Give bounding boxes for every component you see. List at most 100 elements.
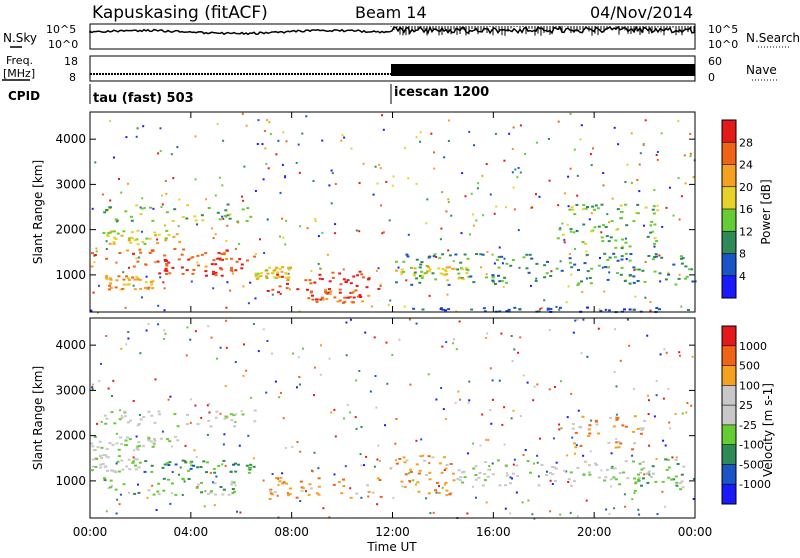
region-point	[273, 491, 277, 494]
region-point	[504, 484, 507, 487]
scatter-point	[605, 508, 608, 511]
colorbar-segment	[722, 142, 736, 165]
scatter-point	[531, 206, 534, 209]
region-point	[222, 253, 226, 256]
region-point	[229, 257, 233, 260]
region-point	[534, 279, 538, 282]
region-point	[633, 477, 637, 480]
scatter-point	[589, 153, 592, 156]
scatter-point	[141, 197, 144, 200]
scatter-point	[184, 460, 187, 463]
region-point	[525, 253, 529, 256]
scatter-point	[472, 224, 475, 227]
region-point	[274, 477, 278, 479]
region-point	[114, 488, 118, 491]
scatter-point	[299, 500, 302, 502]
scatter-point	[125, 343, 128, 346]
region-point	[172, 235, 176, 238]
scatter-point	[285, 219, 288, 222]
freq-label-line1: Freq.	[6, 54, 33, 67]
scatter-point	[146, 496, 149, 499]
region-point	[273, 269, 277, 272]
region-point	[113, 422, 117, 425]
scatter-point	[164, 224, 167, 227]
scatter-point	[147, 323, 150, 326]
region-point	[472, 281, 476, 284]
region-point	[503, 276, 507, 279]
region-point	[573, 263, 577, 266]
region-point	[192, 269, 196, 271]
region-point	[619, 442, 623, 445]
colorbar-tick-label: 20	[739, 181, 753, 194]
scatter-point	[377, 444, 380, 447]
scatter-point	[668, 421, 671, 424]
scatter-point	[653, 415, 656, 418]
region-point	[667, 273, 671, 276]
region-point	[570, 266, 574, 269]
scatter-point	[241, 112, 244, 115]
region-point	[104, 276, 108, 279]
scatter-point	[458, 320, 461, 323]
y-tick-label: 4000	[55, 132, 86, 146]
region-point	[420, 270, 424, 273]
region-point	[637, 476, 641, 479]
region-point	[284, 276, 288, 279]
region-point	[93, 254, 97, 257]
region-point	[445, 464, 449, 466]
region-point	[636, 280, 640, 282]
scatter-point	[382, 128, 385, 131]
region-point	[687, 309, 690, 311]
region-point	[402, 270, 406, 273]
region-point	[157, 410, 161, 413]
scatter-point	[277, 477, 279, 480]
scatter-point	[485, 337, 488, 339]
scatter-point	[639, 152, 642, 155]
scatter-point	[588, 218, 591, 221]
region-point	[654, 480, 658, 483]
region-point	[582, 223, 586, 226]
region-point	[133, 492, 137, 495]
region-point	[461, 481, 465, 484]
region-point	[109, 282, 113, 285]
region-point	[569, 261, 572, 264]
scatter-point	[98, 380, 101, 383]
region-point	[175, 233, 179, 236]
scatter-point	[252, 457, 255, 460]
scatter-point	[489, 367, 492, 370]
scatter-point	[190, 280, 193, 283]
scatter-point	[255, 253, 258, 255]
region-point	[355, 284, 359, 287]
freq-tick-top: 18	[64, 55, 78, 68]
scatter-point	[118, 178, 120, 180]
region-point	[445, 273, 449, 276]
region-point	[107, 487, 111, 489]
region-point	[285, 482, 289, 485]
scatter-point	[395, 459, 397, 462]
region-point	[652, 205, 656, 208]
scatter-point	[647, 394, 649, 397]
y-tick-label: 3000	[55, 177, 86, 191]
region-point	[674, 283, 678, 286]
scatter-point	[381, 232, 384, 235]
region-point	[325, 298, 329, 300]
region-point	[324, 292, 328, 295]
region-point	[173, 413, 177, 416]
region-point	[594, 419, 598, 422]
region-point	[285, 273, 289, 275]
x-tick-label: 00:00	[73, 525, 108, 539]
region-point	[324, 290, 327, 293]
region-point	[222, 459, 226, 462]
region-point	[104, 454, 108, 457]
scatter-point	[518, 266, 521, 269]
region-point	[428, 478, 432, 481]
region-point	[582, 472, 586, 475]
scatter-point	[554, 385, 556, 388]
region-point	[426, 270, 430, 273]
colorbar-tick-label: 28	[739, 136, 753, 149]
region-point	[218, 257, 222, 260]
region-point	[408, 480, 412, 482]
scatter-point	[569, 230, 572, 233]
region-point	[486, 475, 490, 478]
scatter-point	[105, 248, 108, 250]
region-point	[207, 419, 211, 422]
